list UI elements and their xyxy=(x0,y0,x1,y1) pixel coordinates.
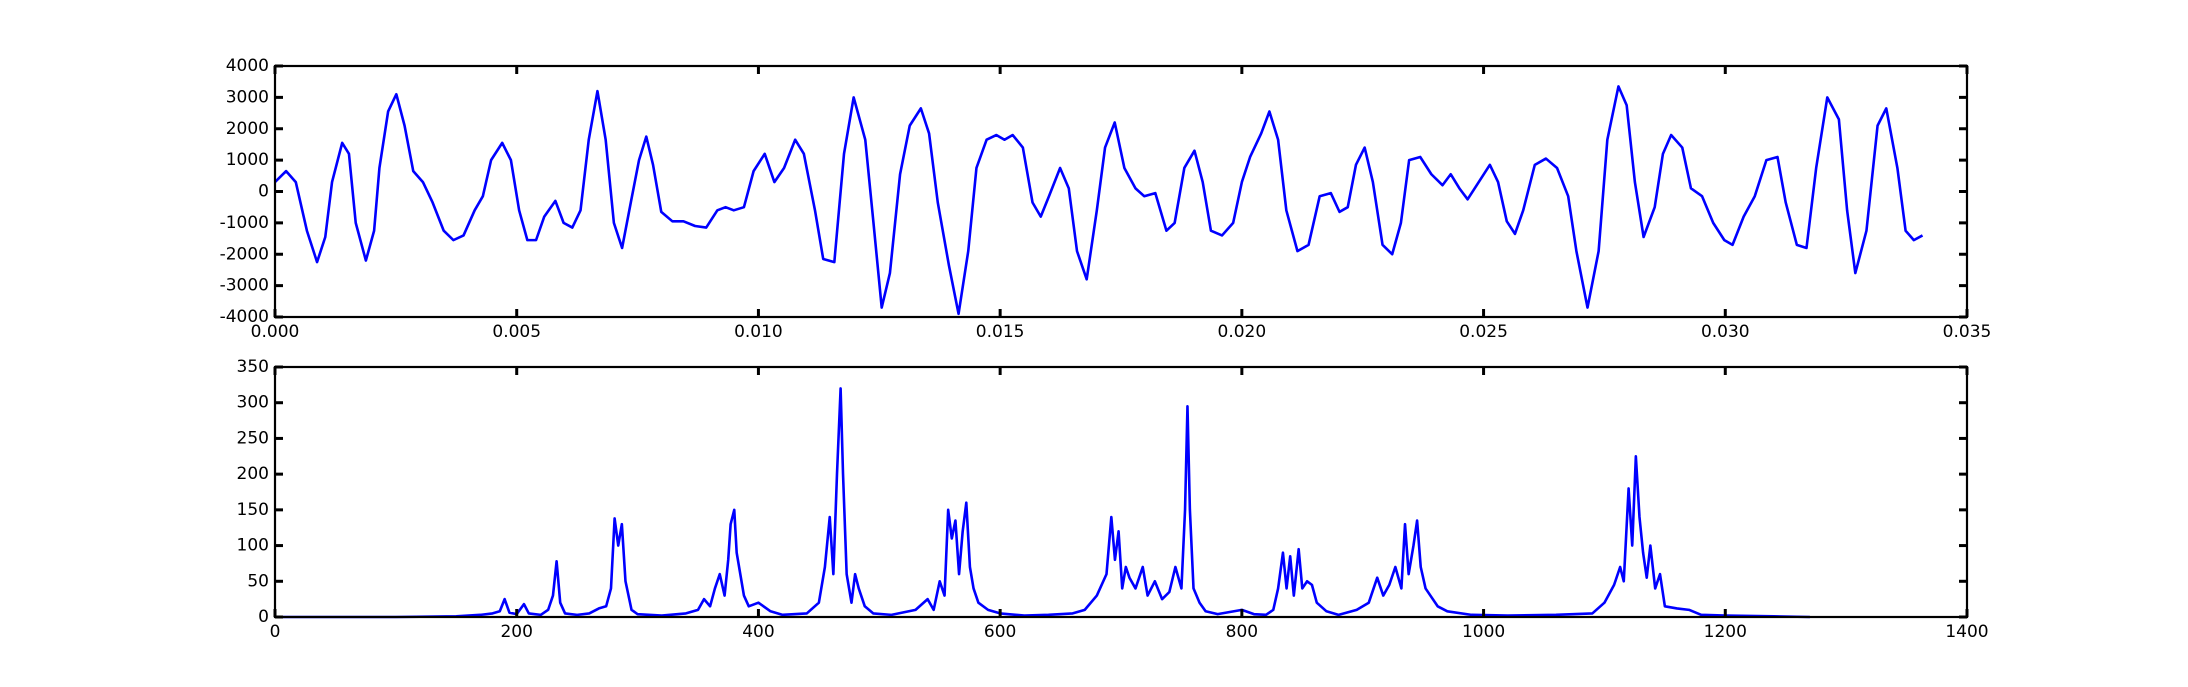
x-tick-label: 200 xyxy=(500,622,532,642)
chart-panel: 0.000 0.005 0.010 0.015 0.020 0.025 0.030 0.035… xyxy=(220,56,1992,342)
y-tick-label: -4000 xyxy=(220,307,269,327)
x-tick-label: 600 xyxy=(984,622,1016,642)
x-tick-label: 0.000 xyxy=(251,322,300,342)
y-tick-label: 150 xyxy=(237,500,269,520)
x-tick-label: 0 xyxy=(270,622,281,642)
y-tick-label: 100 xyxy=(237,536,269,556)
x-tick-label: 1000 xyxy=(1462,622,1505,642)
x-tick-label: 0.020 xyxy=(1218,322,1267,342)
x-tick-label: 0.005 xyxy=(492,322,541,342)
y-tick-label: 200 xyxy=(237,464,269,484)
data-line xyxy=(274,85,1924,316)
x-tick-label: 0.035 xyxy=(1943,322,1992,342)
y-tick-label: -2000 xyxy=(220,244,269,264)
y-tick-label: 50 xyxy=(247,571,269,591)
x-tick-label: 800 xyxy=(1226,622,1258,642)
axes-frame xyxy=(273,365,1969,619)
y-tick-label: 4000 xyxy=(226,56,269,76)
y-tick-label: -3000 xyxy=(220,276,269,296)
data-line xyxy=(275,387,1810,619)
y-tick-label: 3000 xyxy=(226,87,269,107)
x-tick-label: 0.025 xyxy=(1459,322,1508,342)
x-tick-label: 1200 xyxy=(1704,622,1747,642)
plot-area xyxy=(275,387,1810,619)
y-tick-label: 1000 xyxy=(226,150,269,170)
y-tick-label: 300 xyxy=(237,393,269,413)
x-tick-label: 0.015 xyxy=(976,322,1025,342)
y-tick-label: 0 xyxy=(258,607,269,627)
x-tick-label: 400 xyxy=(742,622,774,642)
x-tick-label: 1400 xyxy=(1945,622,1988,642)
x-tick-label: 0.030 xyxy=(1701,322,1750,342)
chart-panel: 0 200 400 600 800 1000 1200 1400 0 50 100 150 200 250… xyxy=(237,357,1989,642)
plot-area xyxy=(274,85,1924,316)
y-tick-label: 2000 xyxy=(226,119,269,139)
y-tick-label: -1000 xyxy=(220,213,269,233)
y-tick-label: 350 xyxy=(237,357,269,377)
x-tick-label: 0.010 xyxy=(734,322,783,342)
y-tick-label: 250 xyxy=(237,428,269,448)
axes-frame xyxy=(273,64,1969,319)
y-tick-label: 0 xyxy=(258,182,269,202)
